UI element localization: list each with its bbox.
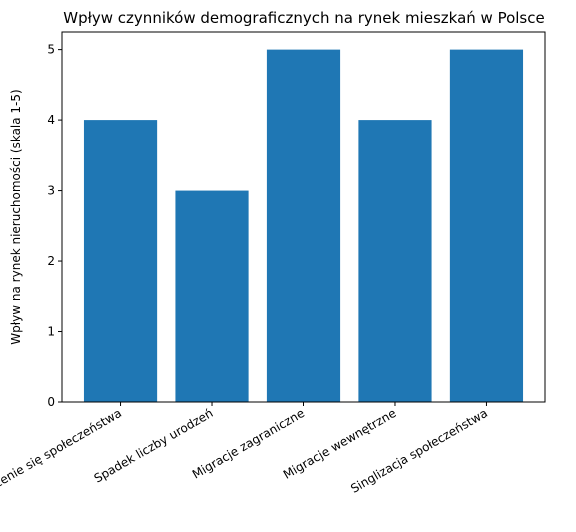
- y-tick-label: 4: [47, 113, 55, 127]
- y-tick-label: 0: [47, 395, 55, 409]
- y-axis-label: Wpływ na rynek nieruchomości (skala 1-5): [9, 89, 23, 344]
- bar: [83, 120, 158, 402]
- y-tick-label: 5: [47, 43, 55, 57]
- bar: [358, 120, 432, 402]
- chart-title: Wpływ czynników demograficznych na rynek…: [63, 9, 544, 27]
- bar: [449, 49, 524, 402]
- plot-frame: [61, 31, 546, 403]
- bar: [266, 49, 341, 402]
- y-tick-label: 1: [47, 325, 55, 339]
- x-tick-label: Starzenie się społeczeństwa: [0, 406, 124, 503]
- y-tick-label: 2: [47, 254, 55, 268]
- bar: [175, 190, 249, 402]
- y-tick-label: 3: [47, 184, 55, 198]
